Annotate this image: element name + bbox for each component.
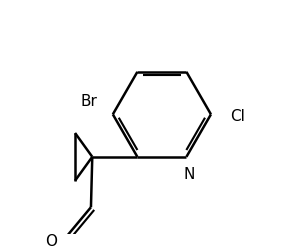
Text: Br: Br [81,94,97,109]
Text: O: O [45,234,57,249]
Text: N: N [183,167,195,183]
Text: Cl: Cl [230,110,245,124]
